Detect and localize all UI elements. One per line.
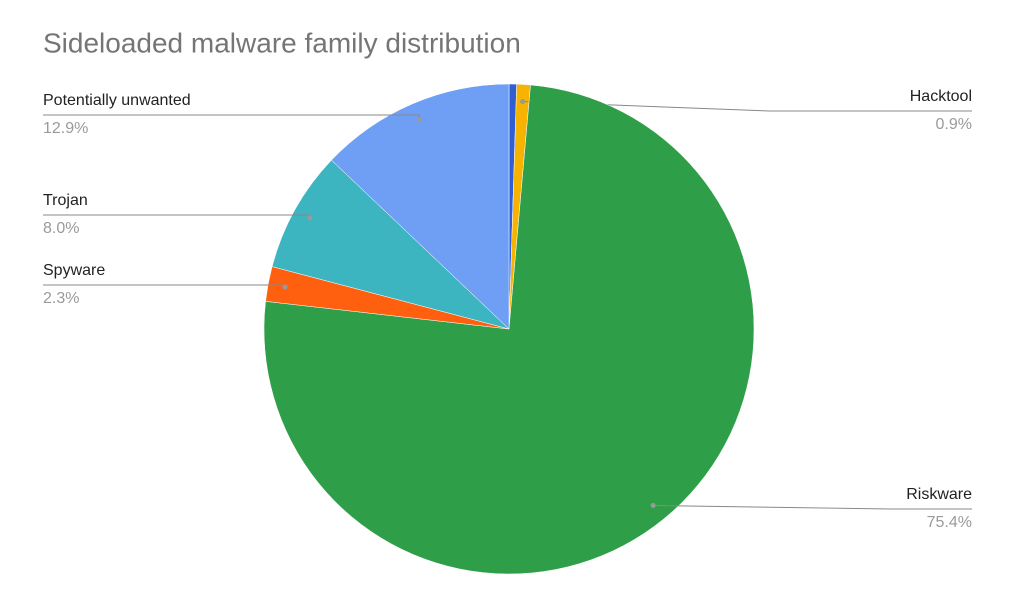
chart-title: Sideloaded malware family distribution [43, 27, 521, 58]
slice-value-label: 12.9% [43, 120, 88, 137]
leader-dot [416, 117, 422, 123]
slice-label: Potentially unwanted [43, 92, 191, 109]
slice-label: Spyware [43, 262, 105, 279]
pie-slice [263, 84, 755, 575]
slice-label: Hacktool [910, 88, 972, 105]
pie-slice [331, 83, 510, 330]
leader-dot [307, 215, 313, 221]
leader-dot [520, 99, 526, 105]
pie-slice [271, 159, 510, 330]
leader-line [43, 114, 420, 120]
slice-label: Trojan [43, 192, 88, 209]
slice-label: Riskware [906, 486, 972, 503]
slice-value-label: 75.4% [927, 514, 972, 531]
leader-line [653, 504, 972, 510]
slice-value-label: 0.9% [936, 116, 972, 133]
leader-line [43, 284, 286, 288]
slice-value-label: 8.0% [43, 220, 79, 237]
leader-dot [282, 284, 288, 290]
leader-line [43, 214, 311, 218]
leader-dot [650, 502, 656, 508]
slice-value-label: 2.3% [43, 290, 79, 307]
